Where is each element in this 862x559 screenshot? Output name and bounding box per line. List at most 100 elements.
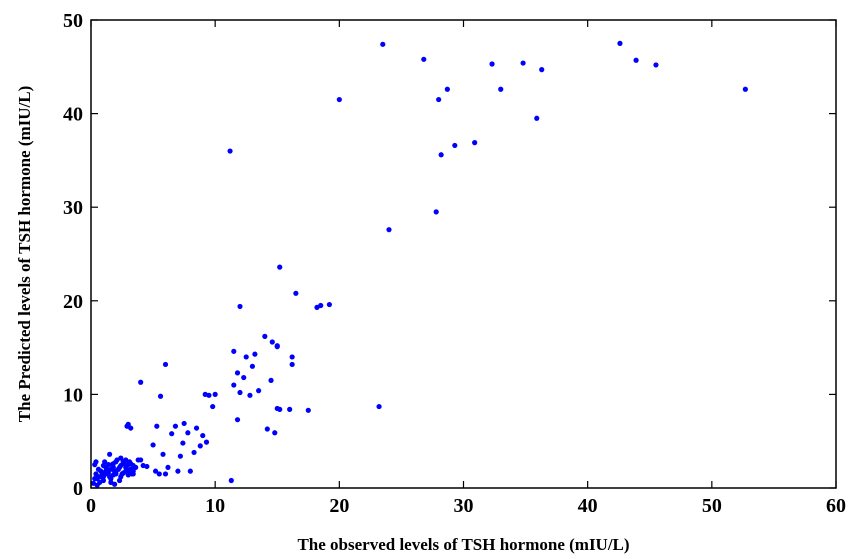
- x-tick-label: 60: [826, 495, 846, 517]
- data-point: [237, 303, 243, 310]
- x-tick-label: 20: [329, 495, 349, 517]
- data-point: [177, 453, 183, 459]
- data-point: [180, 440, 186, 446]
- data-point: [264, 426, 270, 432]
- data-point: [231, 382, 237, 388]
- data-point: [162, 361, 169, 368]
- data-point: [241, 374, 247, 381]
- data-point: [113, 459, 119, 465]
- data-point: [274, 344, 280, 350]
- data-point: [228, 477, 234, 484]
- data-point: [191, 449, 197, 456]
- data-point: [128, 425, 134, 431]
- data-point: [489, 61, 495, 67]
- data-point: [197, 443, 203, 449]
- data-point: [231, 348, 237, 354]
- data-point: [193, 425, 200, 431]
- data-point: [376, 403, 382, 410]
- y-tick-labels: 0 10 20 30 40 50: [63, 10, 83, 500]
- data-point: [175, 468, 181, 474]
- data-point: [444, 86, 450, 92]
- data-point: [181, 420, 187, 427]
- data-point: [452, 142, 458, 149]
- data-points: [90, 40, 748, 488]
- data-point: [433, 209, 439, 215]
- data-point: [633, 57, 639, 63]
- data-point: [116, 477, 123, 484]
- plot-area-frame: [90, 19, 837, 489]
- data-point: [126, 470, 133, 476]
- data-point: [277, 264, 283, 270]
- data-point: [326, 301, 332, 308]
- y-tick-label: 40: [63, 104, 83, 126]
- data-point: [617, 40, 623, 47]
- data-point: [103, 464, 109, 471]
- y-axis-title: The Predicted levels of TSH hormone (mIU…: [15, 86, 34, 423]
- data-point: [92, 476, 98, 482]
- data-point: [653, 62, 659, 68]
- data-point: [421, 56, 427, 62]
- y-tick-label: 30: [63, 197, 83, 219]
- data-point: [118, 462, 124, 469]
- data-point: [123, 464, 129, 471]
- data-point: [252, 351, 258, 357]
- data-point: [120, 470, 126, 476]
- data-point: [100, 474, 107, 480]
- data-point: [152, 468, 159, 474]
- data-point: [336, 96, 342, 103]
- data-point: [115, 466, 121, 472]
- data-point: [125, 421, 131, 427]
- data-point: [287, 406, 293, 412]
- data-point: [386, 227, 392, 233]
- data-point: [185, 430, 191, 436]
- data-point: [520, 60, 526, 66]
- data-point: [110, 472, 116, 478]
- data-point: [98, 468, 104, 474]
- data-point: [97, 479, 103, 485]
- data-point: [742, 86, 748, 92]
- data-point: [200, 432, 206, 439]
- data-point: [237, 389, 243, 396]
- data-point: [268, 377, 274, 383]
- data-point: [305, 407, 311, 413]
- data-point: [472, 140, 478, 146]
- data-point: [534, 115, 540, 121]
- data-point: [269, 339, 275, 345]
- data-point: [118, 455, 124, 461]
- x-tick-label: 0: [86, 495, 96, 517]
- data-point: [140, 462, 146, 469]
- data-point: [256, 388, 262, 394]
- data-point: [111, 481, 118, 487]
- data-point: [436, 96, 442, 103]
- data-point: [157, 393, 164, 399]
- data-point: [234, 417, 241, 423]
- data-point: [498, 86, 504, 92]
- data-point: [187, 468, 193, 474]
- y-tick-label: 50: [63, 10, 83, 32]
- data-point: [277, 406, 283, 412]
- data-point: [272, 430, 278, 436]
- y-tick-label: 0: [73, 478, 83, 500]
- x-tick-label: 40: [578, 495, 598, 517]
- data-point: [289, 361, 295, 368]
- data-point: [123, 457, 129, 463]
- data-point: [289, 354, 295, 360]
- data-point: [138, 379, 144, 385]
- data-point: [203, 439, 210, 445]
- data-point: [156, 471, 162, 477]
- data-point: [202, 391, 208, 397]
- data-point: [130, 462, 136, 469]
- data-point: [318, 302, 324, 309]
- data-point: [172, 423, 179, 429]
- data-point: [108, 466, 114, 472]
- data-point: [262, 333, 268, 339]
- data-point: [165, 464, 171, 471]
- data-point: [212, 391, 218, 397]
- data-point: [162, 471, 169, 477]
- data-point: [293, 290, 299, 296]
- data-point: [438, 152, 444, 158]
- data-point: [234, 370, 241, 376]
- data-point: [210, 403, 216, 410]
- data-point: [169, 431, 175, 437]
